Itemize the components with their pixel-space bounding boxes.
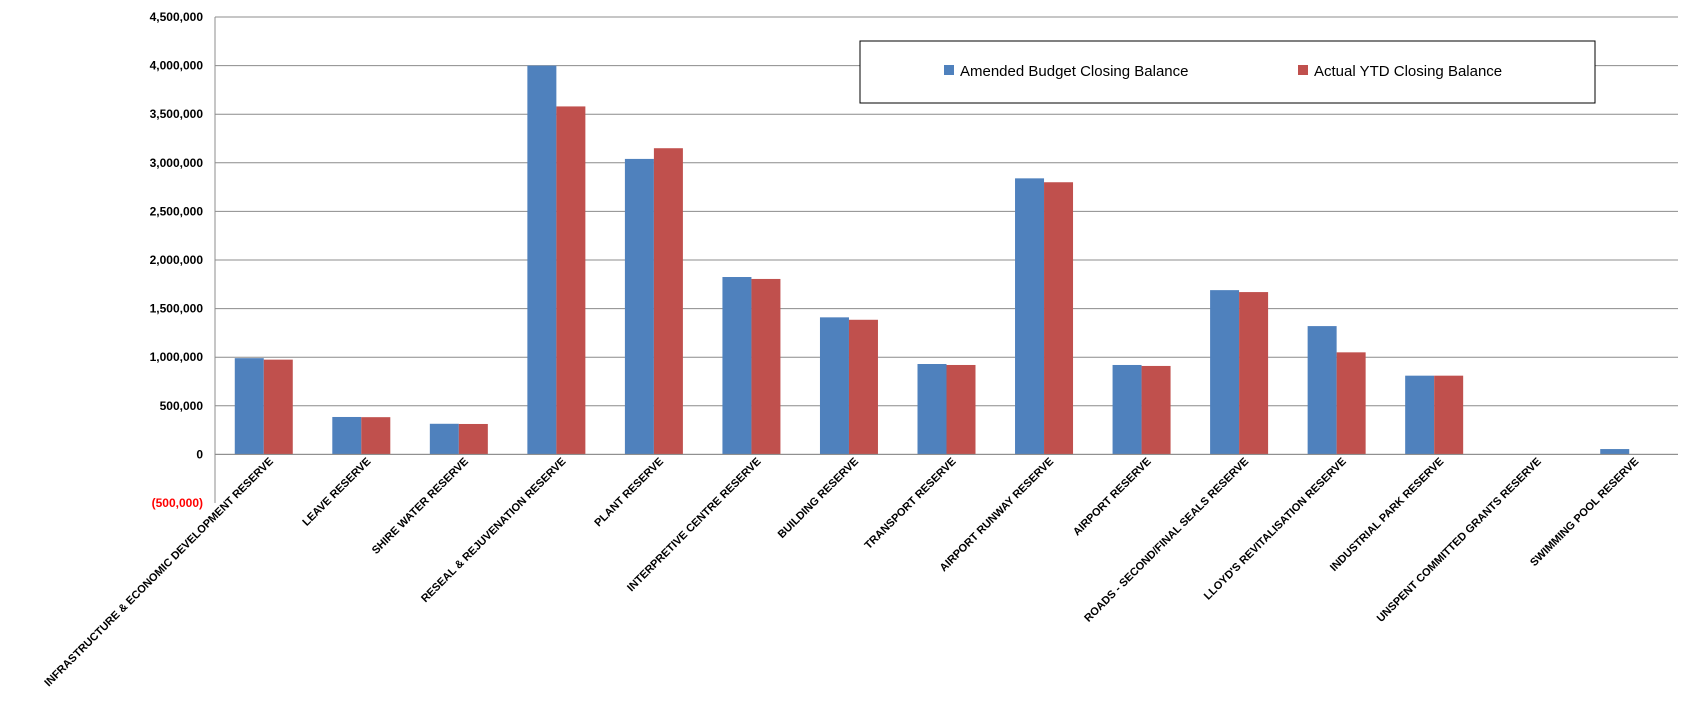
x-category-label: PLANT RESERVE (592, 456, 666, 530)
x-category-label: SWIMMING POOL RESERVE (1528, 456, 1641, 569)
x-category-label: AIRPORT RUNWAY RESERVE (938, 456, 1057, 575)
y-axis-tick-labels: (500,000) 0 500,000 1,000,000 1,500,000 2,000… (150, 10, 204, 510)
bar (1141, 365, 1171, 455)
x-category-label: SHIRE WATER RESERVE (370, 456, 471, 557)
bar (1044, 182, 1074, 455)
legend-label-amended-budget: Amended Budget Closing Balance (960, 63, 1189, 80)
y-tick-label: 2,000,000 (150, 253, 204, 267)
x-category-label: AIRPORT RESERVE (1071, 456, 1154, 539)
legend: Amended Budget Closing Balance Actual YT… (859, 40, 1596, 104)
bar (361, 417, 391, 455)
bar (946, 364, 976, 455)
bar (1239, 292, 1269, 455)
bar (458, 423, 488, 455)
bar (263, 359, 293, 455)
bar (1210, 290, 1240, 455)
bar (751, 278, 781, 455)
y-tick-label: 1,000,000 (150, 350, 204, 364)
x-category-label: TRANSPORT RESERVE (863, 456, 959, 552)
legend-swatch-amended-budget (944, 65, 954, 75)
x-category-label: UNSPENT COMMITTED GRANTS RESERVE (1375, 456, 1544, 625)
legend-label-actual-ytd: Actual YTD Closing Balance (1314, 63, 1502, 80)
x-category-label: LEAVE RESERVE (300, 456, 373, 529)
x-category-label: BUILDING RESERVE (776, 456, 861, 541)
x-category-label: INDUSTRIAL PARK RESERVE (1328, 456, 1446, 574)
x-category-label: ROADS - SECOND/FINAL SEALS RESERVE (1082, 456, 1251, 625)
y-tick-label: 4,000,000 (150, 59, 204, 73)
bar (848, 319, 878, 455)
bar (819, 317, 849, 455)
bar (234, 358, 264, 455)
y-tick-label: 2,500,000 (150, 204, 204, 218)
bar (917, 364, 947, 455)
x-axis-category-labels: INFRASTRUCTURE & ECONOMIC DEVELOPMENT RE… (42, 456, 1641, 689)
bar (332, 416, 362, 455)
bar (1336, 352, 1366, 455)
bars (234, 65, 1630, 455)
bar (1434, 375, 1464, 455)
bar (722, 277, 752, 455)
bar (1015, 178, 1045, 455)
y-tick-label: 0 (196, 447, 203, 461)
y-tick-label: 4,500,000 (150, 10, 204, 24)
bar (1112, 364, 1142, 455)
legend-swatch-actual-ytd (1298, 65, 1308, 75)
legend-box (859, 40, 1596, 104)
y-tick-label: 1,500,000 (150, 302, 204, 316)
y-tick-label: 500,000 (160, 399, 204, 413)
bar (527, 65, 557, 455)
y-tick-label: (500,000) (152, 496, 203, 510)
x-category-label: INFRASTRUCTURE & ECONOMIC DEVELOPMENT RE… (42, 456, 275, 689)
bar (1307, 326, 1337, 455)
bar (653, 148, 683, 455)
y-tick-label: 3,500,000 (150, 107, 204, 121)
axes (214, 17, 1678, 503)
bar (624, 158, 654, 455)
bar (429, 423, 459, 455)
bar (556, 106, 586, 455)
y-tick-label: 3,000,000 (150, 156, 204, 170)
bar (1405, 375, 1435, 455)
bar (1600, 449, 1630, 455)
